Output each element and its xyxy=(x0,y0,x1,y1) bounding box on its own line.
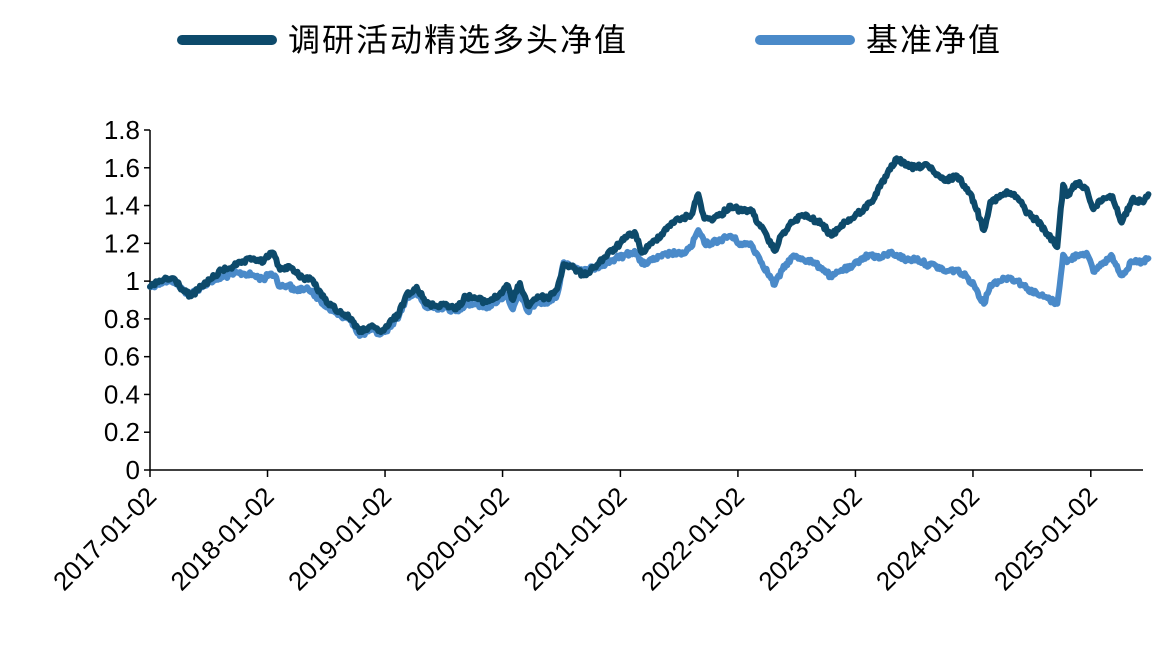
y-tick-label: 0.6 xyxy=(104,342,140,372)
x-tick-label: 2021-01-02 xyxy=(517,481,632,596)
x-tick-label: 2017-01-02 xyxy=(47,481,162,596)
y-tick-label: 1.8 xyxy=(104,115,140,145)
x-tick-label: 2018-01-02 xyxy=(165,481,280,596)
series-line-0 xyxy=(147,155,1152,336)
y-tick-label: 0.4 xyxy=(104,379,140,409)
plot-area xyxy=(147,155,1152,339)
x-tick-label: 2022-01-02 xyxy=(635,481,750,596)
x-tick-label: 2019-01-02 xyxy=(282,481,397,596)
y-axis: 0 0.2 0.4 0.6 0.8 1 1.2 1.4 1.6 1.8 xyxy=(104,115,151,485)
x-tick-label: 2025-01-02 xyxy=(988,481,1103,596)
x-tick-label: 2020-01-02 xyxy=(400,481,515,596)
legend-label-0: 调研活动精选多头净值 xyxy=(288,21,628,59)
y-tick-label: 1.2 xyxy=(104,228,140,258)
y-tick-label: 1.6 xyxy=(104,153,140,183)
x-tick-label: 2023-01-02 xyxy=(752,481,867,596)
series-line-1 xyxy=(147,227,1152,339)
y-tick-label: 0 xyxy=(126,455,140,485)
y-tick-label: 0.2 xyxy=(104,417,140,447)
y-tick-label: 1 xyxy=(126,266,140,296)
legend: 调研活动精选多头净值 基准净值 xyxy=(177,21,1002,59)
y-tick-label: 1.4 xyxy=(104,191,140,221)
x-tick-label: 2024-01-02 xyxy=(870,481,985,596)
y-tick-label: 0.8 xyxy=(104,304,140,334)
legend-label-1: 基准净值 xyxy=(866,21,1002,59)
x-axis: 2017-01-02 2018-01-02 2019-01-02 2020-01-02… xyxy=(47,469,1143,596)
